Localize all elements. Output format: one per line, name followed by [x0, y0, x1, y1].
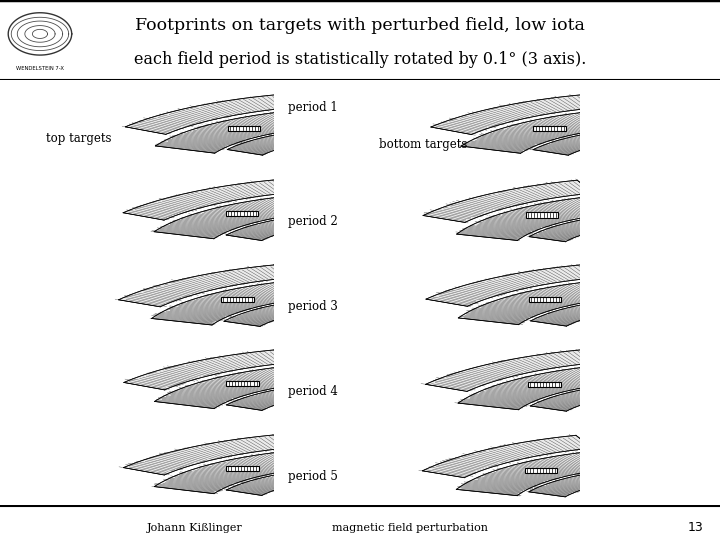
PathPatch shape	[228, 131, 314, 155]
Text: period 5: period 5	[288, 470, 338, 483]
PathPatch shape	[531, 302, 616, 326]
Text: bottom targets: bottom targets	[379, 138, 467, 151]
Text: top targets: top targets	[47, 132, 112, 145]
PathPatch shape	[461, 111, 616, 153]
Bar	[528, 297, 561, 302]
PathPatch shape	[226, 217, 312, 240]
PathPatch shape	[155, 367, 308, 409]
Text: period 1: period 1	[288, 102, 338, 114]
Bar	[227, 381, 259, 386]
PathPatch shape	[426, 350, 598, 392]
PathPatch shape	[124, 349, 297, 390]
Text: period 2: period 2	[288, 215, 338, 228]
PathPatch shape	[458, 367, 611, 410]
Text: IPP: IPP	[637, 21, 709, 59]
Text: Johann Kißlinger: Johann Kißlinger	[147, 523, 242, 533]
PathPatch shape	[123, 179, 297, 220]
Text: Footprints on targets with perturbed field, low iota: Footprints on targets with perturbed fie…	[135, 17, 585, 34]
PathPatch shape	[226, 471, 313, 496]
PathPatch shape	[156, 111, 310, 153]
PathPatch shape	[154, 451, 308, 494]
Text: WENDELSTEIN 7-X: WENDELSTEIN 7-X	[16, 66, 64, 71]
Text: period 4: period 4	[288, 385, 338, 398]
PathPatch shape	[124, 434, 297, 475]
Text: each field period is statistically rotated by 0.1° (3 axis).: each field period is statistically rotat…	[134, 51, 586, 69]
PathPatch shape	[529, 472, 614, 497]
PathPatch shape	[125, 94, 300, 134]
PathPatch shape	[456, 453, 607, 496]
Bar	[226, 466, 258, 471]
PathPatch shape	[459, 282, 611, 325]
Text: magnetic field perturbation: magnetic field perturbation	[333, 523, 488, 533]
Bar	[226, 211, 258, 217]
PathPatch shape	[152, 282, 303, 325]
PathPatch shape	[426, 265, 598, 306]
PathPatch shape	[456, 198, 608, 240]
Bar	[534, 126, 566, 131]
Text: period 3: period 3	[288, 300, 338, 313]
PathPatch shape	[154, 197, 307, 239]
Text: 13: 13	[688, 521, 703, 534]
PathPatch shape	[227, 387, 313, 410]
Bar	[221, 297, 253, 302]
Bar	[528, 382, 561, 387]
Bar	[228, 126, 261, 131]
PathPatch shape	[533, 131, 620, 155]
PathPatch shape	[224, 302, 310, 326]
PathPatch shape	[423, 435, 593, 478]
PathPatch shape	[531, 387, 616, 411]
Bar	[526, 212, 558, 218]
PathPatch shape	[431, 94, 605, 134]
Bar	[525, 468, 557, 473]
PathPatch shape	[423, 180, 593, 222]
PathPatch shape	[119, 265, 289, 307]
PathPatch shape	[529, 218, 614, 242]
